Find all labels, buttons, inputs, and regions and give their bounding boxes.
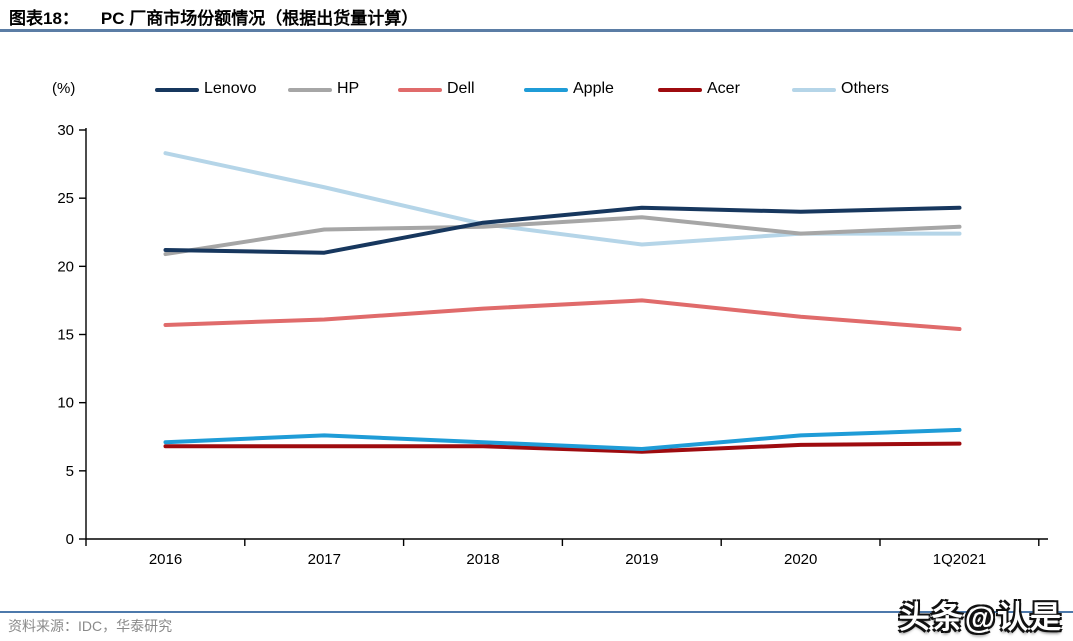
legend-label-lenovo: Lenovo (204, 80, 257, 97)
legend-label-hp: HP (337, 80, 360, 97)
x-tick-label: 2016 (149, 551, 182, 568)
legend-label-dell: Dell (447, 80, 475, 97)
legend-swatch-others (792, 88, 836, 92)
legend-swatch-apple (524, 88, 568, 92)
legend-label-others: Others (841, 80, 890, 97)
footer-divider-rule (0, 611, 1073, 613)
series-line-lenovo (163, 205, 962, 255)
series-line-acer (163, 441, 962, 454)
y-tick-label: 10 (57, 395, 74, 412)
series-line-hp (163, 215, 962, 257)
series-line-apple (163, 427, 962, 452)
source-note: 资料来源：IDC，华泰研究 (8, 618, 173, 634)
x-tick-label: 2018 (466, 551, 499, 568)
y-tick-label: 20 (57, 258, 74, 275)
legend-label-apple: Apple (573, 80, 614, 97)
x-tick-label: 2019 (625, 551, 658, 568)
legend-swatch-acer (658, 88, 702, 92)
series-line-dell (163, 298, 962, 332)
legend-swatch-hp (288, 88, 332, 92)
x-tick-label: 2020 (784, 551, 817, 568)
legend-swatch-lenovo (155, 88, 199, 92)
legend-label-acer: Acer (707, 80, 740, 97)
y-tick-label: 0 (66, 531, 74, 548)
y-tick-label: 30 (57, 122, 74, 139)
y-axis-unit-label: (%) (52, 80, 76, 97)
legend-swatch-dell (398, 88, 442, 92)
x-tick-label: 1Q2021 (933, 551, 986, 568)
y-tick-label: 15 (57, 327, 74, 344)
watermark: 头条@认是 (898, 600, 1063, 635)
figure-label: 图表18： (9, 9, 79, 28)
y-tick-label: 25 (57, 190, 74, 207)
figure-title-row: 图表18： PC 厂商市场份额情况（根据出货量计算） (9, 4, 418, 29)
y-tick-label: 5 (66, 463, 74, 480)
line-chart: 0 5 10 15 20 25 30 2016 2017 2018 2019 2020 1Q2021 (57, 122, 1048, 568)
chart-legend: Lenovo HP Dell Apple Acer Others (0, 80, 1073, 102)
title-divider-rule (0, 29, 1073, 32)
x-tick-label: 2017 (308, 551, 341, 568)
page-title: PC 厂商市场份额情况（根据出货量计算） (100, 9, 419, 28)
